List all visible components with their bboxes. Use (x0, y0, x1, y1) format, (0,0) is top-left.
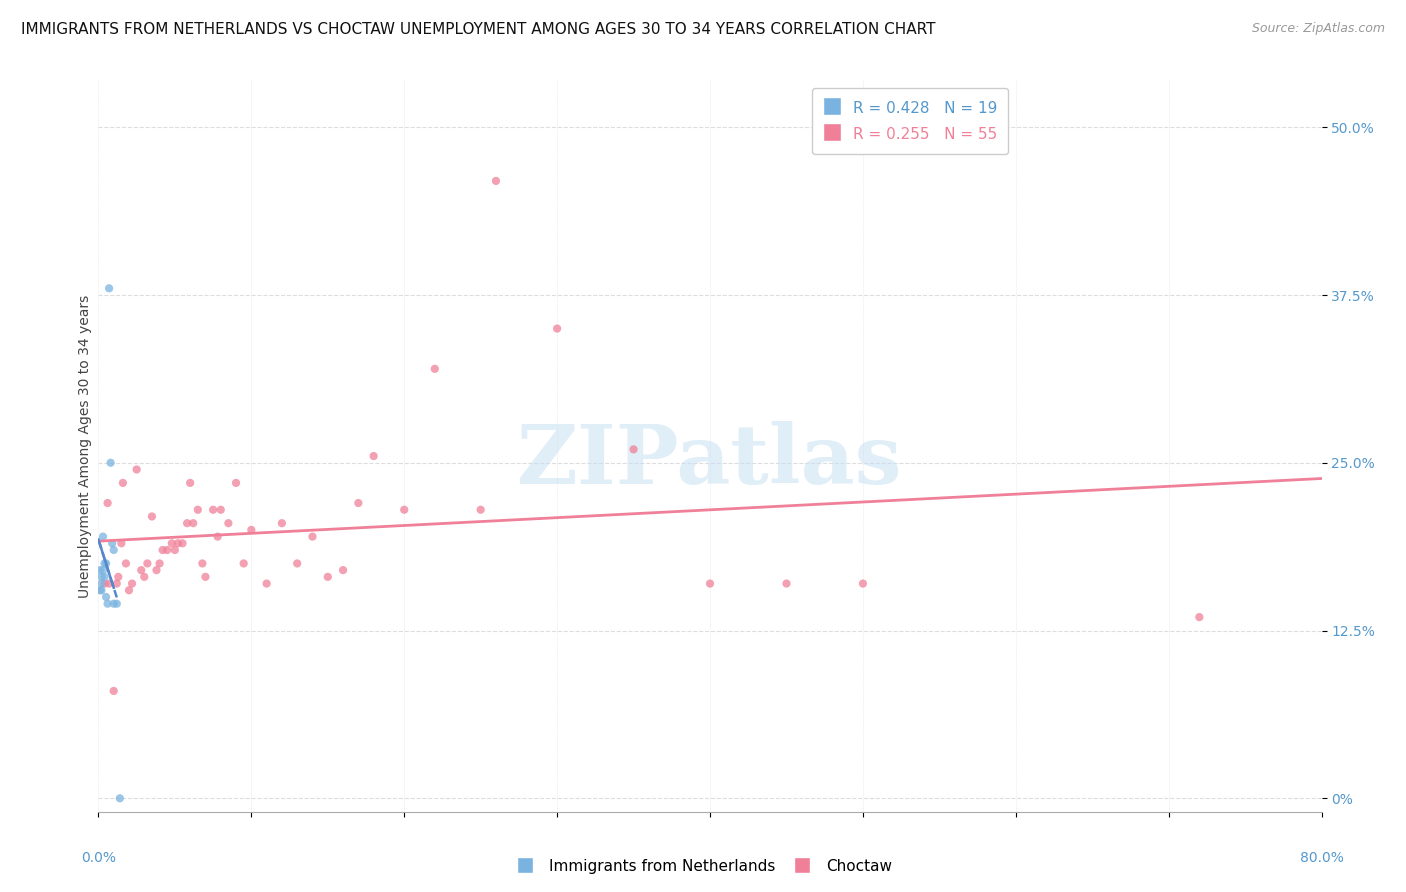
Point (103, 543, 125, 558)
Point (172, 536, 194, 550)
Point (97, 496, 120, 510)
Point (136, 557, 159, 571)
Point (181, 516, 204, 531)
Point (100, 456, 122, 470)
Point (256, 576, 278, 591)
Point (89, 563, 111, 577)
Point (270, 516, 292, 531)
Point (191, 557, 214, 571)
Point (118, 583, 141, 598)
Point (485, 174, 508, 188)
Point (93, 570, 115, 584)
Point (187, 502, 209, 516)
Point (160, 536, 183, 550)
Point (90, 570, 112, 584)
Point (152, 543, 174, 558)
Point (699, 576, 721, 591)
Point (852, 576, 875, 591)
Point (108, 791, 131, 805)
Point (202, 502, 225, 516)
Point (209, 502, 232, 516)
Point (129, 563, 152, 577)
Point (105, 597, 128, 611)
Point (115, 557, 138, 571)
Text: IMMIGRANTS FROM NETHERLANDS VS CHOCTAW UNEMPLOYMENT AMONG AGES 30 TO 34 YEARS CO: IMMIGRANTS FROM NETHERLANDS VS CHOCTAW U… (21, 22, 935, 37)
Point (110, 536, 132, 550)
Point (103, 684, 125, 698)
Point (90, 583, 112, 598)
Point (423, 361, 446, 376)
Point (775, 576, 797, 591)
Point (167, 536, 190, 550)
Text: ZIPatlas: ZIPatlas (517, 421, 903, 500)
Point (179, 475, 201, 490)
Point (91, 530, 114, 544)
Point (107, 570, 129, 584)
Y-axis label: Unemployment Among Ages 30 to 34 years: Unemployment Among Ages 30 to 34 years (77, 294, 91, 598)
Point (91, 563, 114, 577)
Point (240, 523, 263, 537)
Point (145, 563, 167, 577)
Point (101, 536, 124, 550)
Point (149, 557, 172, 571)
Point (163, 543, 186, 558)
Point (111, 475, 134, 490)
Point (134, 570, 156, 584)
Point (207, 530, 229, 544)
Legend: R = 0.428   N = 19, R = 0.255   N = 55: R = 0.428 N = 19, R = 0.255 N = 55 (811, 88, 1008, 154)
Point (93, 576, 115, 591)
Point (98, 281, 121, 295)
Point (285, 557, 308, 571)
Point (156, 543, 179, 558)
Point (232, 557, 254, 571)
Point (470, 502, 492, 516)
Text: 80.0%: 80.0% (1299, 851, 1344, 864)
Point (347, 496, 370, 510)
Point (316, 570, 339, 584)
Point (98, 576, 121, 591)
Point (546, 321, 568, 335)
Point (392, 502, 416, 516)
Point (623, 442, 645, 457)
Point (363, 449, 385, 463)
Point (194, 570, 217, 584)
Point (225, 475, 247, 490)
Point (125, 462, 148, 476)
Point (89, 583, 111, 598)
Point (105, 576, 128, 591)
Point (176, 516, 198, 531)
Legend: Immigrants from Netherlands, Choctaw: Immigrants from Netherlands, Choctaw (508, 853, 898, 880)
Point (97, 597, 120, 611)
Text: Source: ZipAtlas.com: Source: ZipAtlas.com (1251, 22, 1385, 36)
Point (332, 563, 354, 577)
Point (301, 530, 323, 544)
Point (94, 590, 117, 604)
Point (90, 576, 112, 591)
Point (94, 557, 117, 571)
Point (141, 509, 163, 524)
Point (93, 557, 115, 571)
Point (217, 516, 239, 531)
Point (103, 597, 125, 611)
Point (121, 576, 143, 591)
Text: 0.0%: 0.0% (82, 851, 115, 864)
Point (1188, 610, 1211, 624)
